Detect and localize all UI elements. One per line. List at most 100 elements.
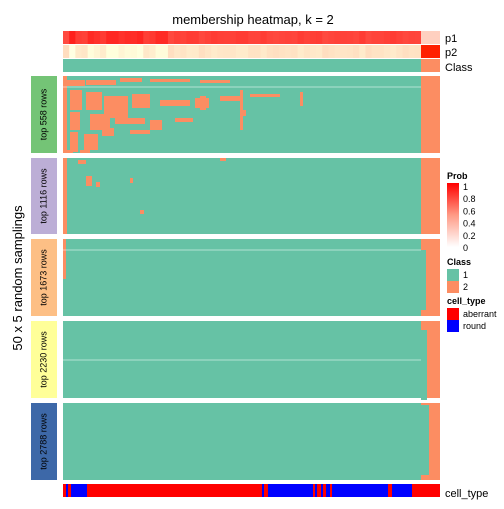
heatmap-cell-block — [63, 321, 421, 398]
p2-cell — [365, 45, 373, 58]
p2-cell — [396, 45, 403, 58]
p1-cell — [211, 31, 218, 44]
p1-cell — [396, 31, 403, 44]
cell-type-cell — [392, 484, 412, 497]
class-cell — [421, 59, 440, 72]
p1-cell — [235, 31, 243, 44]
cell-type-cell — [87, 484, 262, 497]
heatmap-cell — [63, 239, 66, 279]
p1-cell — [266, 31, 274, 44]
cell-type-cell — [66, 484, 68, 497]
p1-cell — [402, 31, 410, 44]
p2-cell — [137, 45, 144, 58]
cell-type-cell — [68, 484, 71, 497]
p1-cell — [390, 31, 397, 44]
heatmap-cell — [120, 78, 142, 82]
row-group-bar — [31, 239, 57, 316]
p1-cell — [100, 31, 107, 44]
legend-class-1-swatch — [447, 269, 459, 281]
p1-cell — [254, 31, 262, 44]
legend-prob-ticks: 1 0.8 0.6 0.4 0.2 0 — [463, 182, 476, 253]
heatmap-cell — [250, 94, 280, 97]
legend-cell-type-title: cell_type — [447, 296, 486, 306]
heatmap-cell — [421, 250, 426, 310]
heatmap-cell — [70, 132, 78, 152]
p1-cell — [334, 31, 342, 44]
p2-cell — [81, 45, 89, 58]
heatmap-cell — [104, 96, 128, 118]
cell-type-cell — [321, 484, 323, 497]
p1-cell — [223, 31, 231, 44]
p1-cell — [180, 31, 187, 44]
p1-cell — [297, 31, 305, 44]
legend-class-2-swatch — [447, 281, 459, 293]
p2-cell — [75, 45, 83, 58]
p1-cell — [383, 31, 391, 44]
p2-cell — [309, 45, 317, 58]
p2-cell — [198, 45, 206, 58]
heatmap-cell — [102, 128, 114, 136]
cell-type-cell — [330, 484, 332, 497]
row-group-label: top 1116 rows — [38, 168, 48, 224]
heatmap-cell — [115, 118, 145, 124]
cell-type-cell — [388, 484, 392, 497]
p1-cell — [377, 31, 385, 44]
p1-cell — [161, 31, 169, 44]
p1-cell — [242, 31, 249, 44]
cell-type-cell — [268, 484, 313, 497]
p2-cell — [248, 45, 255, 58]
p1-cell — [316, 31, 323, 44]
p1-cell — [371, 31, 379, 44]
heatmap-cell — [421, 405, 429, 475]
p1-cell — [217, 31, 224, 44]
p2-cell — [229, 45, 237, 58]
p2-cell — [149, 45, 157, 58]
p2-cell — [383, 45, 391, 58]
p1-cell — [322, 31, 329, 44]
row-group-bar — [31, 76, 57, 153]
p1-cell — [285, 31, 292, 44]
p2-cell — [303, 45, 311, 58]
p2-cell — [371, 45, 379, 58]
p1-cell — [303, 31, 311, 44]
cell-type-cell — [332, 484, 388, 497]
heatmap-cell — [421, 330, 427, 400]
heatmap-cell — [200, 80, 230, 83]
cell-type-cell — [71, 484, 87, 497]
heatmap-cell-block — [421, 76, 440, 153]
p1-cell — [204, 31, 212, 44]
top-annotations — [63, 31, 440, 72]
row-group-bar — [31, 158, 57, 234]
p1-cell — [291, 31, 299, 44]
legend-class-title: Class — [447, 257, 471, 267]
class-cell — [63, 59, 421, 72]
p2-cell — [130, 45, 138, 58]
p1-cell — [75, 31, 83, 44]
p2-cell — [155, 45, 163, 58]
p1-cell — [69, 31, 76, 44]
heatmap-cell — [90, 114, 110, 130]
p2-cell — [322, 45, 329, 58]
p1-cell — [87, 31, 95, 44]
p2-cell — [112, 45, 120, 58]
p2-cell — [414, 45, 422, 58]
cell-type-cell — [262, 484, 264, 497]
p2-cell — [118, 45, 126, 58]
p1-cell — [124, 31, 132, 44]
p2-cell — [242, 45, 249, 58]
heatmap-cell-block — [63, 158, 421, 234]
p2-cell — [353, 45, 360, 58]
p2-cell — [421, 45, 440, 58]
p2-cell — [285, 45, 292, 58]
heatmap-cell — [300, 92, 303, 106]
cell-type-cell — [63, 484, 66, 497]
p2-cell — [297, 45, 305, 58]
heatmap-cell — [160, 100, 190, 106]
p1-cell — [340, 31, 348, 44]
heatmap-cell — [130, 130, 150, 134]
heatmap-cell — [86, 80, 116, 85]
legend-prob-tick: 0 — [463, 243, 468, 253]
legend-aberrant-label: aberrant — [463, 309, 497, 319]
